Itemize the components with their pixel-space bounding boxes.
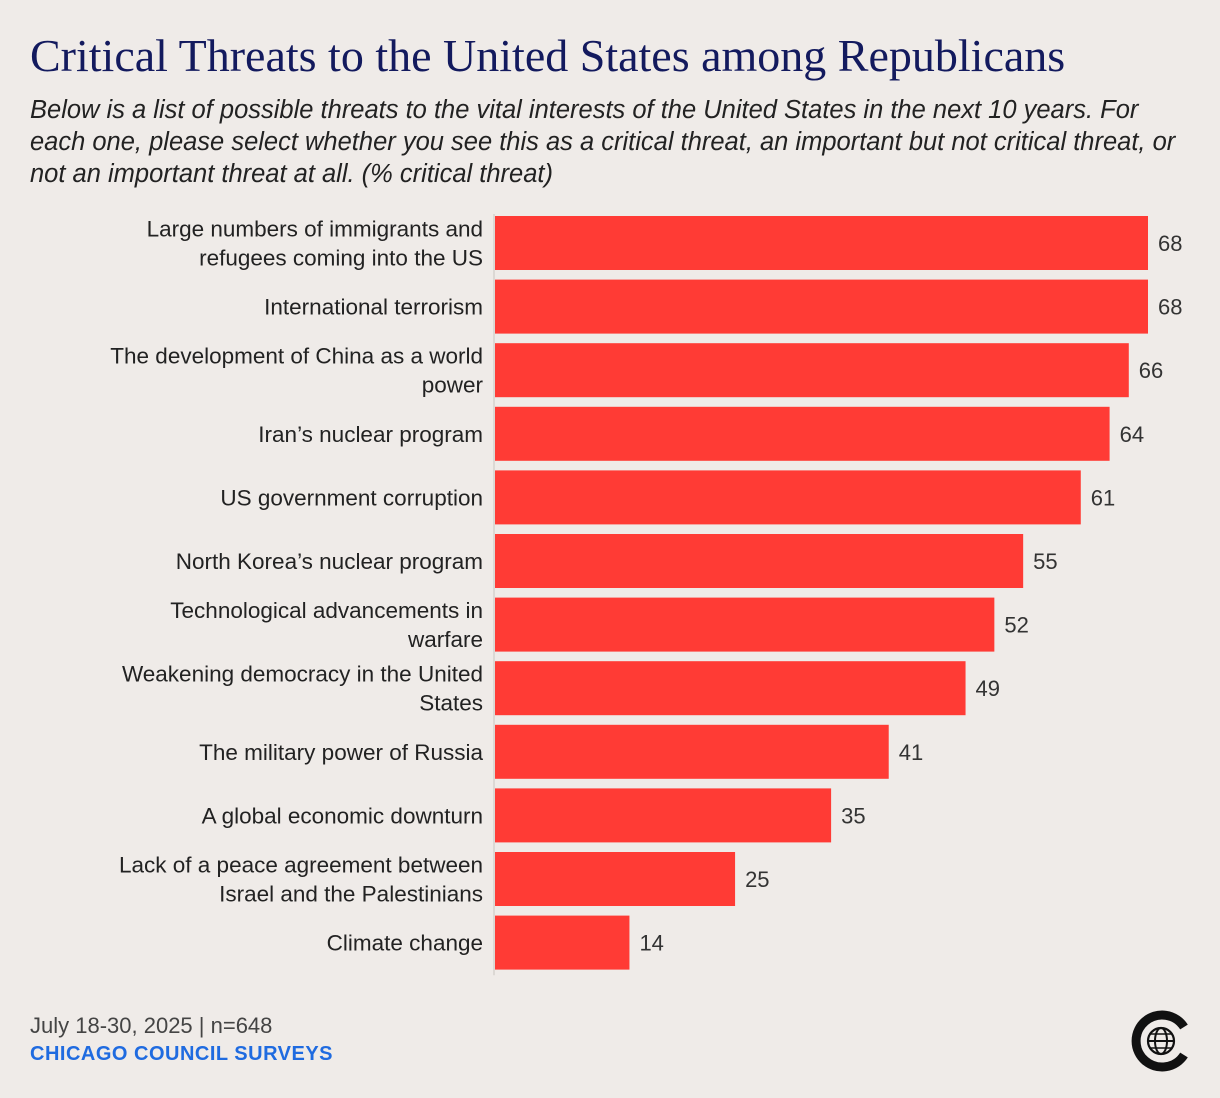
category-label: North Korea’s nuclear program <box>176 549 483 574</box>
category-label: International terrorism <box>264 295 483 320</box>
data-label: 68 <box>1158 231 1182 256</box>
bar <box>495 216 1148 270</box>
category-label: A global economic downturn <box>202 803 483 828</box>
category-label: warfare <box>407 627 483 652</box>
chart-subtitle: Below is a list of possible threats to t… <box>30 96 1176 188</box>
chart-title: Critical Threats to the United States am… <box>30 30 1066 81</box>
bar <box>495 724 889 779</box>
category-label: States <box>419 691 483 716</box>
bar <box>495 597 995 652</box>
source-label: CHICAGO COUNCIL SURVEYS <box>30 1043 334 1065</box>
data-label: 64 <box>1120 422 1144 447</box>
data-label: 68 <box>1158 295 1182 320</box>
category-label: Weakening democracy in the United <box>122 662 483 687</box>
data-label: 52 <box>1004 613 1028 638</box>
bar <box>495 343 1129 398</box>
data-label: 49 <box>976 676 1000 701</box>
bar <box>495 534 1024 588</box>
bar-chart: 68 Large numbers of immigrants and refugee… <box>110 214 1182 976</box>
bar <box>495 661 966 716</box>
category-label: power <box>422 373 484 398</box>
data-label: 14 <box>639 931 663 956</box>
category-label: The military power of Russia <box>199 740 483 765</box>
data-label: 41 <box>899 740 923 765</box>
category-label: Iran’s nuclear program <box>258 422 483 447</box>
data-label: 66 <box>1139 358 1163 383</box>
bar <box>495 406 1110 461</box>
data-label: 35 <box>841 803 865 828</box>
data-label: 61 <box>1091 485 1115 510</box>
category-label: The development of China as a world <box>110 344 483 369</box>
category-label: Israel and the Palestinians <box>219 882 483 907</box>
chicago-council-globe-logo-icon <box>1131 1010 1188 1072</box>
bar <box>495 788 832 843</box>
survey-date-sample: July 18-30, 2025 | n=648 <box>30 1013 273 1038</box>
category-label: Large numbers of immigrants and <box>147 217 483 242</box>
bar <box>495 915 630 970</box>
category-label: US government corruption <box>220 485 483 510</box>
bar <box>495 470 1081 525</box>
category-label: Lack of a peace agreement between <box>119 853 483 878</box>
category-label: Technological advancements in <box>170 598 483 623</box>
data-label: 55 <box>1033 549 1057 574</box>
bar <box>495 852 736 906</box>
data-label: 25 <box>745 867 769 892</box>
category-label: Climate change <box>327 931 483 956</box>
bar <box>495 279 1148 334</box>
category-label: refugees coming into the US <box>199 246 483 271</box>
